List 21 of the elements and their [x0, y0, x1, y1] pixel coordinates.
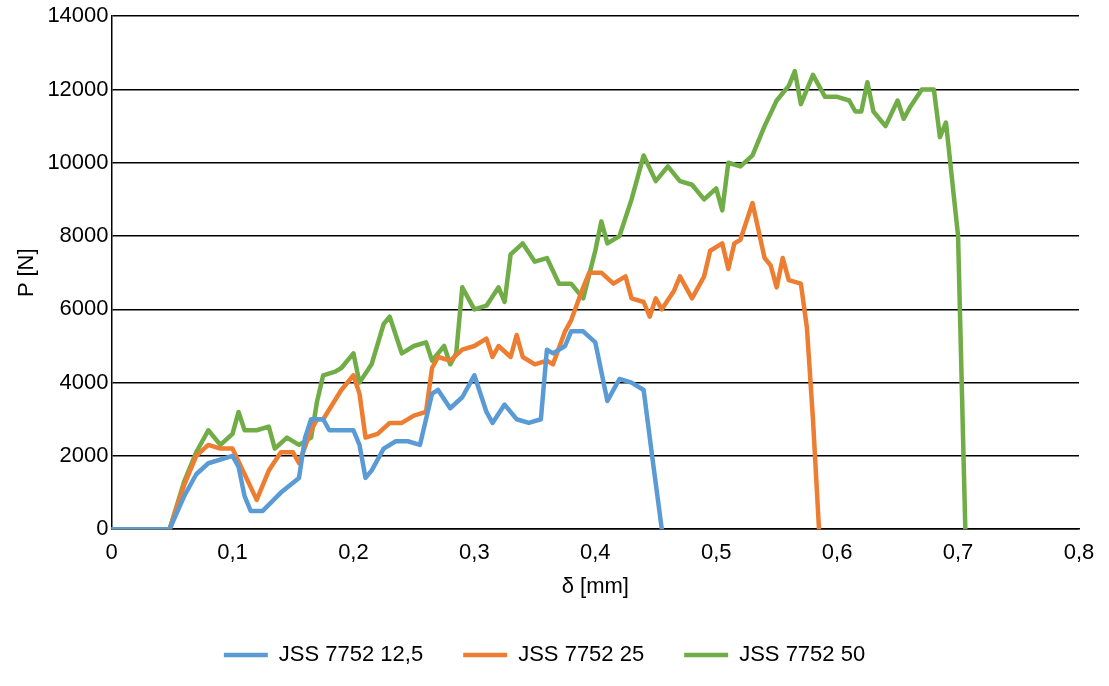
legend-label: JSS 7752 50 [739, 641, 866, 667]
y-tick-label: 8000 [59, 222, 109, 248]
x-tick-label: 0,8 [1063, 539, 1095, 565]
x-tick-label: 0,4 [579, 539, 611, 565]
x-tick-label: 0,1 [217, 539, 248, 565]
y-tick-label: 0 [96, 515, 109, 541]
y-tick-label: 6000 [59, 295, 109, 321]
y-tick-label: 12000 [47, 75, 109, 101]
legend-label: JSS 7752 12,5 [278, 641, 424, 667]
x-tick-label: 0,6 [821, 539, 853, 565]
y-axis-title: P [N] [13, 248, 39, 297]
x-tick-label: 0,2 [338, 539, 369, 565]
x-axis-title: δ [mm] [561, 572, 629, 598]
y-tick-label: 10000 [47, 148, 109, 174]
y-tick-label: 4000 [59, 368, 109, 394]
y-tick-label: 14000 [47, 2, 109, 28]
x-tick-label: 0,3 [459, 539, 490, 565]
x-tick-label: 0,7 [942, 539, 974, 565]
y-tick-label: 2000 [59, 441, 109, 467]
x-tick-label: 0,5 [700, 539, 732, 565]
legend-label: JSS 7752 25 [518, 641, 645, 667]
